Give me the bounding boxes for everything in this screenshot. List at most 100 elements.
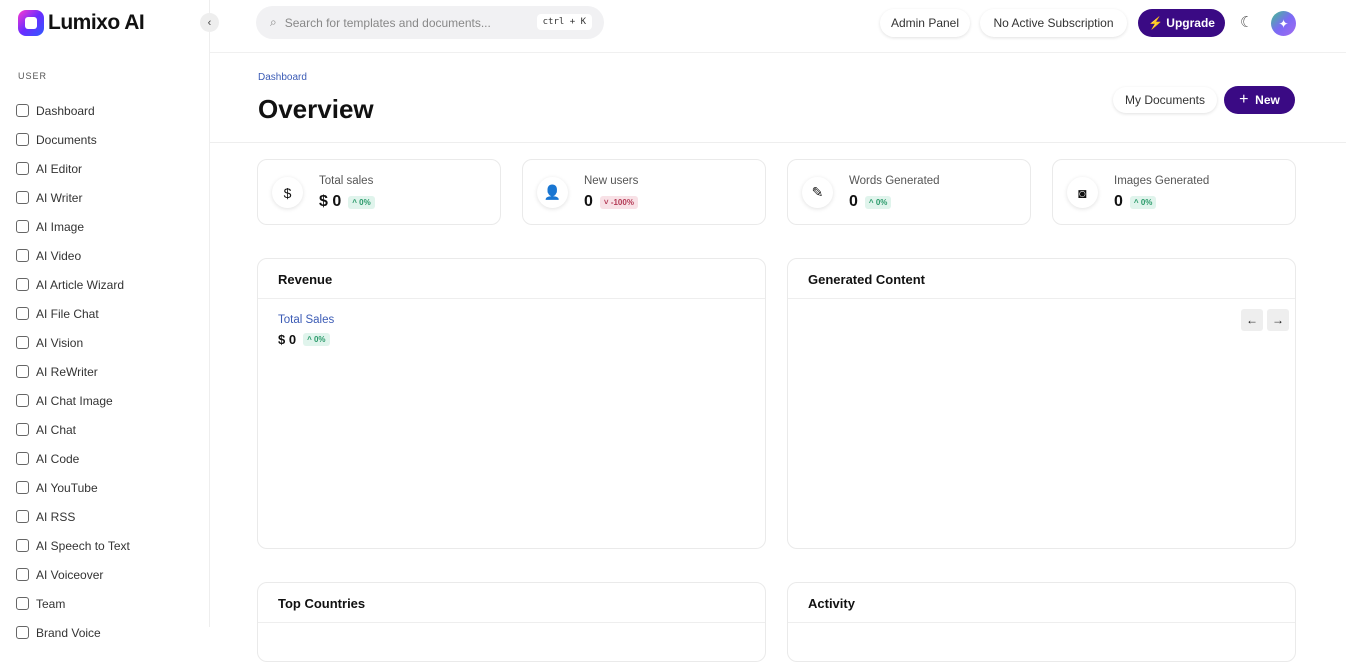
- new-button[interactable]: + New: [1224, 86, 1295, 114]
- stat-card: ✎ Words Generated 0 ^ 0%: [787, 159, 1031, 225]
- admin-panel-button[interactable]: Admin Panel: [880, 9, 970, 37]
- sidebar-item-ai-rss[interactable]: AI RSS: [16, 502, 130, 531]
- stat-change: ^ 0%: [1129, 195, 1157, 209]
- next-arrow-button[interactable]: →: [1267, 309, 1289, 331]
- nav-icon: [16, 191, 29, 204]
- sidebar-item-dashboard[interactable]: Dashboard: [16, 96, 130, 125]
- my-documents-button[interactable]: My Documents: [1113, 87, 1217, 113]
- revenue-title: Revenue: [258, 259, 765, 299]
- stat-change: ˅ -100%: [599, 195, 638, 209]
- nav-icon: [16, 452, 29, 465]
- nav-icon: [16, 220, 29, 233]
- sidebar-item-ai-voiceover[interactable]: AI Voiceover: [16, 560, 130, 589]
- prev-arrow-button[interactable]: ←: [1241, 309, 1263, 331]
- sidebar-item-brand-voice[interactable]: Brand Voice: [16, 618, 130, 647]
- user-plus-icon: 👤: [537, 177, 568, 208]
- nav-icon: [16, 539, 29, 552]
- sidebar-item-ai-vision[interactable]: AI Vision: [16, 328, 130, 357]
- plus-icon: +: [1239, 91, 1249, 108]
- search-input[interactable]: ⌕ Search for templates and documents... ct…: [256, 6, 604, 39]
- nav-icon: [16, 510, 29, 523]
- dollar-icon: $: [272, 177, 303, 208]
- generated-title: Generated Content: [788, 259, 1295, 299]
- revenue-sub: Total Sales: [278, 314, 335, 326]
- logo[interactable]: Lumixo AI: [18, 10, 145, 36]
- sidebar: Lumixo AI USER Dashboard Documents AI Edit…: [0, 0, 210, 640]
- nav-icon: [16, 597, 29, 610]
- brand-name: Lumixo AI: [48, 11, 145, 34]
- sidebar-nav: Dashboard Documents AI Editor AI Writer AI I…: [16, 96, 130, 647]
- nav-icon: [16, 278, 29, 291]
- sidebar-item-ai-file-chat[interactable]: AI File Chat: [16, 299, 130, 328]
- camera-icon: ◙: [1067, 177, 1098, 208]
- revenue-card: Revenue Total Sales $ 0 ^ 0%: [257, 258, 766, 549]
- generated-content-card: Generated Content ← →: [787, 258, 1296, 549]
- avatar[interactable]: ✦: [1271, 11, 1296, 36]
- nav-label: AI ReWriter: [36, 364, 98, 379]
- stat-card: ◙ Images Generated 0 ^ 0%: [1052, 159, 1296, 225]
- sidebar-item-ai-speech-to-text[interactable]: AI Speech to Text: [16, 531, 130, 560]
- stat-value: $ 0: [319, 193, 342, 210]
- nav-label: AI Voiceover: [36, 567, 104, 582]
- sidebar-item-ai-editor[interactable]: AI Editor: [16, 154, 130, 183]
- activity-card: Activity: [787, 582, 1296, 662]
- revenue-change: ^ 0%: [303, 333, 330, 346]
- nav-icon: [16, 104, 29, 117]
- breadcrumb[interactable]: Dashboard: [258, 72, 307, 83]
- nav-label: AI Editor: [36, 161, 83, 176]
- nav-icon: [16, 626, 29, 639]
- stat-value: 0: [1114, 193, 1123, 210]
- sidebar-item-team[interactable]: Team: [16, 589, 130, 618]
- sidebar-item-documents[interactable]: Documents: [16, 125, 130, 154]
- nav-icon: [16, 365, 29, 378]
- subscription-button[interactable]: No Active Subscription: [980, 9, 1127, 37]
- nav-icon: [16, 133, 29, 146]
- nav-label: AI Vision: [36, 335, 84, 350]
- nav-icon: [16, 249, 29, 262]
- revenue-value: $ 0: [278, 332, 297, 347]
- top-countries-card: Top Countries: [257, 582, 766, 662]
- collapse-sidebar-button[interactable]: ‹: [200, 13, 219, 32]
- sidebar-item-ai-code[interactable]: AI Code: [16, 444, 130, 473]
- sidebar-item-ai-image[interactable]: AI Image: [16, 212, 130, 241]
- section-label: USER: [18, 71, 48, 81]
- sidebar-item-ai-rewriter[interactable]: AI ReWriter: [16, 357, 130, 386]
- upgrade-button[interactable]: ⚡ Upgrade: [1138, 9, 1225, 37]
- nav-label: Documents: [36, 132, 97, 147]
- nav-label: AI YouTube: [36, 480, 98, 495]
- nav-icon: [16, 307, 29, 320]
- sidebar-item-ai-youtube[interactable]: AI YouTube: [16, 473, 130, 502]
- stat-label: Images Generated: [1114, 175, 1210, 187]
- nav-label: AI Article Wizard: [36, 277, 125, 292]
- moon-icon[interactable]: ☾: [1240, 14, 1254, 31]
- sidebar-item-ai-video[interactable]: AI Video: [16, 241, 130, 270]
- search-icon: ⌕: [270, 15, 277, 29]
- sidebar-item-ai-chat[interactable]: AI Chat: [16, 415, 130, 444]
- upgrade-label: Upgrade: [1166, 16, 1215, 30]
- nav-icon: [16, 568, 29, 581]
- bolt-icon: ⚡: [1148, 16, 1163, 30]
- stat-change: ^ 0%: [864, 195, 892, 209]
- nav-icon: [16, 162, 29, 175]
- new-label: New: [1255, 93, 1280, 107]
- nav-label: AI Speech to Text: [36, 538, 130, 553]
- stat-label: Total sales: [319, 175, 374, 187]
- stat-card: $ Total sales $ 0 ^ 0%: [257, 159, 501, 225]
- sidebar-item-ai-writer[interactable]: AI Writer: [16, 183, 130, 212]
- stat-change: ^ 0%: [348, 195, 375, 209]
- logo-icon: [18, 10, 44, 36]
- nav-icon: [16, 394, 29, 407]
- divider: [210, 142, 1346, 143]
- nav-icon: [16, 481, 29, 494]
- nav-label: AI Chat Image: [36, 393, 113, 408]
- sidebar-item-ai-chat-image[interactable]: AI Chat Image: [16, 386, 130, 415]
- stat-label: Words Generated: [849, 175, 940, 187]
- sidebar-item-ai-article-wizard[interactable]: AI Article Wizard: [16, 270, 130, 299]
- pencil-icon: ✎: [802, 177, 833, 208]
- nav-label: AI Code: [36, 451, 80, 466]
- page-title: Overview: [258, 94, 374, 124]
- top-header: ⌕ Search for templates and documents... ct…: [210, 0, 1346, 53]
- nav-label: AI Image: [36, 219, 85, 234]
- activity-title: Activity: [788, 583, 1295, 623]
- search-placeholder: Search for templates and documents...: [284, 15, 491, 30]
